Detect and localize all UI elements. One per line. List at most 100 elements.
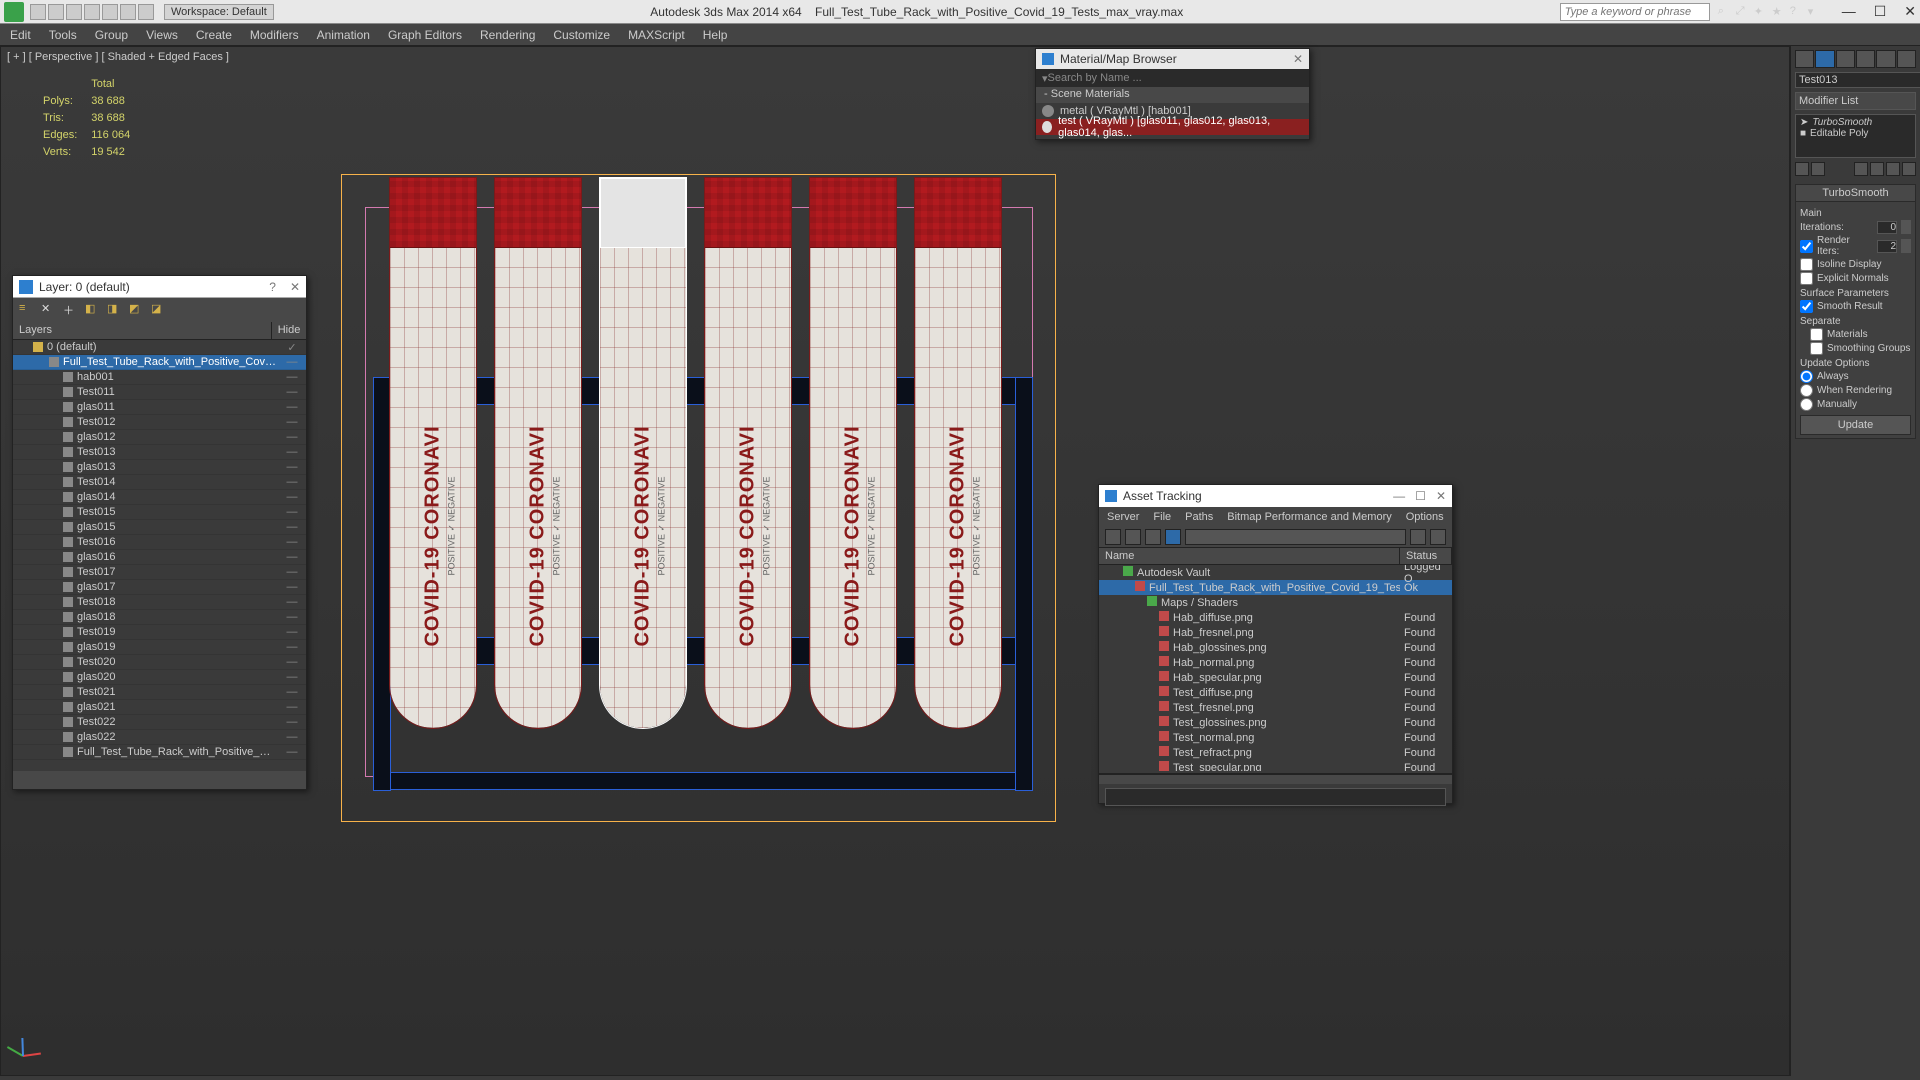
update-always-radio[interactable] [1800, 370, 1813, 383]
layer-tool-icon[interactable]: ＋ [63, 302, 79, 318]
sep-groups-checkbox[interactable] [1810, 342, 1823, 355]
layer-row[interactable]: Full_Test_Tube_Rack_with_Positive_Covid_… [13, 745, 306, 760]
asset-row[interactable]: Test_fresnel.pngFound [1099, 700, 1452, 715]
help-button[interactable]: ? [269, 280, 276, 294]
menu-modifiers[interactable]: Modifiers [250, 28, 299, 42]
layer-row[interactable]: glas013— [13, 460, 306, 475]
modifier-stack[interactable]: ➤TurboSmooth ■Editable Poly [1795, 114, 1916, 158]
menu-edit[interactable]: Edit [10, 28, 31, 42]
menu-views[interactable]: Views [146, 28, 178, 42]
render-iters-checkbox[interactable] [1800, 240, 1813, 253]
asset-tool-icon[interactable] [1145, 529, 1161, 545]
spinner-icon[interactable] [1901, 239, 1911, 253]
modify-tab[interactable] [1815, 50, 1834, 68]
layer-row[interactable]: glas019— [13, 640, 306, 655]
modifier-list-dropdown[interactable]: Modifier List [1795, 92, 1916, 110]
display-tab[interactable] [1876, 50, 1895, 68]
isoline-checkbox[interactable] [1800, 258, 1813, 271]
material-search-input[interactable]: ▾ Search by Name ... [1036, 69, 1309, 87]
close-button[interactable]: ✕ [1293, 52, 1303, 66]
asset-row[interactable]: Hab_specular.pngFound [1099, 670, 1452, 685]
utilities-tab[interactable] [1897, 50, 1916, 68]
asset-row[interactable]: Test_glossines.pngFound [1099, 715, 1452, 730]
layer-row[interactable]: glas015— [13, 520, 306, 535]
status-column-header[interactable]: Status [1400, 548, 1452, 564]
menu-maxscript[interactable]: MAXScript [628, 28, 685, 42]
maximize-button[interactable]: ☐ [1415, 489, 1426, 503]
menu-graph editors[interactable]: Graph Editors [388, 28, 462, 42]
motion-tab[interactable] [1856, 50, 1875, 68]
stack-tool-icon[interactable] [1854, 162, 1868, 176]
layer-tool-icon[interactable]: ✕ [41, 302, 57, 318]
material-row[interactable]: test ( VRayMtl ) [glas011, glas012, glas… [1036, 119, 1309, 135]
object-name-input[interactable] [1795, 72, 1920, 88]
asset-row[interactable]: Hab_glossines.pngFound [1099, 640, 1452, 655]
layer-row[interactable]: Test013— [13, 445, 306, 460]
qa-icon[interactable] [138, 4, 154, 20]
close-button[interactable]: ✕ [1436, 489, 1446, 503]
create-tab[interactable] [1795, 50, 1814, 68]
minimize-button[interactable]: — [1393, 489, 1405, 503]
layer-row[interactable]: Test017— [13, 565, 306, 580]
close-button[interactable]: ✕ [290, 280, 300, 294]
asset-row[interactable]: Test_diffuse.pngFound [1099, 685, 1452, 700]
name-column-header[interactable]: Name [1099, 548, 1400, 564]
viewport-label[interactable]: [ + ] [ Perspective ] [ Shaded + Edged F… [7, 51, 229, 63]
maximize-button[interactable]: ☐ [1874, 3, 1887, 20]
menu-animation[interactable]: Animation [317, 28, 370, 42]
stack-tool-icon[interactable] [1902, 162, 1916, 176]
asset-row[interactable]: Maps / Shaders [1099, 595, 1452, 610]
hierarchy-tab[interactable] [1836, 50, 1855, 68]
infocenter-icon[interactable]: ? [1790, 5, 1804, 19]
qa-icon[interactable] [30, 4, 46, 20]
layer-tool-icon[interactable]: ◩ [129, 302, 145, 318]
asset-tool-icon[interactable] [1165, 529, 1181, 545]
stack-tool-icon[interactable] [1811, 162, 1825, 176]
layer-scrollbar[interactable] [13, 771, 306, 789]
stack-tool-icon[interactable] [1870, 162, 1884, 176]
asset-menu-item[interactable]: Server [1107, 511, 1139, 523]
layer-tool-icon[interactable]: ◪ [151, 302, 167, 318]
layer-row[interactable]: glas021— [13, 700, 306, 715]
layer-row[interactable]: Full_Test_Tube_Rack_with_Positive_Covid_… [13, 355, 306, 370]
menu-group[interactable]: Group [95, 28, 128, 42]
stack-tool-icon[interactable] [1795, 162, 1809, 176]
layer-row[interactable]: glas014— [13, 490, 306, 505]
scene-materials-section[interactable]: - Scene Materials [1036, 87, 1309, 103]
layer-tool-icon[interactable]: ◨ [107, 302, 123, 318]
menu-tools[interactable]: Tools [49, 28, 77, 42]
layer-row[interactable]: glas017— [13, 580, 306, 595]
asset-row[interactable]: Hab_normal.pngFound [1099, 655, 1452, 670]
layer-row[interactable]: glas022— [13, 730, 306, 745]
asset-row[interactable]: Test_specular.pngFound [1099, 760, 1452, 771]
layer-row[interactable]: Test021— [13, 685, 306, 700]
asset-status-input[interactable] [1105, 788, 1446, 806]
layer-row[interactable]: glas011— [13, 400, 306, 415]
menu-rendering[interactable]: Rendering [480, 28, 535, 42]
material-browser-titlebar[interactable]: Material/Map Browser ✕ [1036, 49, 1309, 69]
layer-row[interactable]: hab001— [13, 370, 306, 385]
layer-row[interactable]: Test018— [13, 595, 306, 610]
layers-column-header[interactable]: Layers [13, 322, 272, 339]
layer-row[interactable]: 0 (default)✓ [13, 340, 306, 355]
asset-tool-icon[interactable] [1125, 529, 1141, 545]
asset-row[interactable]: Hab_diffuse.pngFound [1099, 610, 1452, 625]
minimize-button[interactable]: — [1842, 3, 1856, 20]
infocenter-icon[interactable]: ✦ [1754, 5, 1768, 19]
update-button[interactable]: Update [1800, 415, 1911, 435]
render-iters-input[interactable] [1877, 240, 1897, 253]
qa-icon[interactable] [66, 4, 82, 20]
layer-row[interactable]: glas016— [13, 550, 306, 565]
update-render-radio[interactable] [1800, 384, 1813, 397]
menu-create[interactable]: Create [196, 28, 232, 42]
asset-menu-item[interactable]: Bitmap Performance and Memory [1227, 511, 1391, 523]
asset-row[interactable]: Full_Test_Tube_Rack_with_Positive_Covid_… [1099, 580, 1452, 595]
qa-icon[interactable] [48, 4, 64, 20]
infocenter-icon[interactable]: ▾ [1808, 5, 1822, 19]
qa-icon[interactable] [102, 4, 118, 20]
layer-row[interactable]: Test015— [13, 505, 306, 520]
infocenter-icon[interactable]: ⌕ [1718, 5, 1732, 19]
layer-tool-icon[interactable]: ≡ [19, 302, 35, 318]
asset-row[interactable]: Test_refract.pngFound [1099, 745, 1452, 760]
layer-row[interactable]: Test014— [13, 475, 306, 490]
